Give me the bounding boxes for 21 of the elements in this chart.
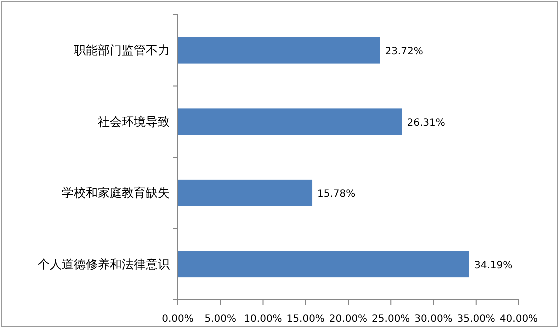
data-label: 26.31%: [407, 118, 446, 129]
y-tick-label: 学校和家庭教育缺失: [62, 186, 170, 200]
y-tick-label: 社会环境导致: [98, 114, 170, 129]
x-tick-label: 20.00%: [329, 314, 368, 325]
x-tick-label: 10.00%: [244, 314, 282, 325]
x-tick-label: 5.00%: [204, 314, 237, 325]
data-label: 34.19%: [474, 260, 513, 272]
y-tick-label: 个人道德修养和法律意识: [38, 257, 170, 272]
data-label: 15.78%: [318, 189, 356, 200]
x-tick-label: 0.00%: [162, 314, 194, 325]
bar: [178, 180, 313, 206]
x-tick-label: 35.00%: [457, 314, 496, 325]
data-label: 23.72%: [385, 46, 424, 58]
x-tick-label: 30.00%: [414, 314, 453, 325]
bar: [178, 251, 470, 278]
x-tick-label: 25.00%: [372, 314, 410, 325]
x-tick-label: 40.00%: [500, 314, 538, 325]
bar: [178, 37, 380, 64]
bar: [178, 108, 402, 136]
x-tick-label: 15.00%: [286, 314, 325, 325]
y-tick-label: 职能部门监管不力: [74, 44, 170, 58]
